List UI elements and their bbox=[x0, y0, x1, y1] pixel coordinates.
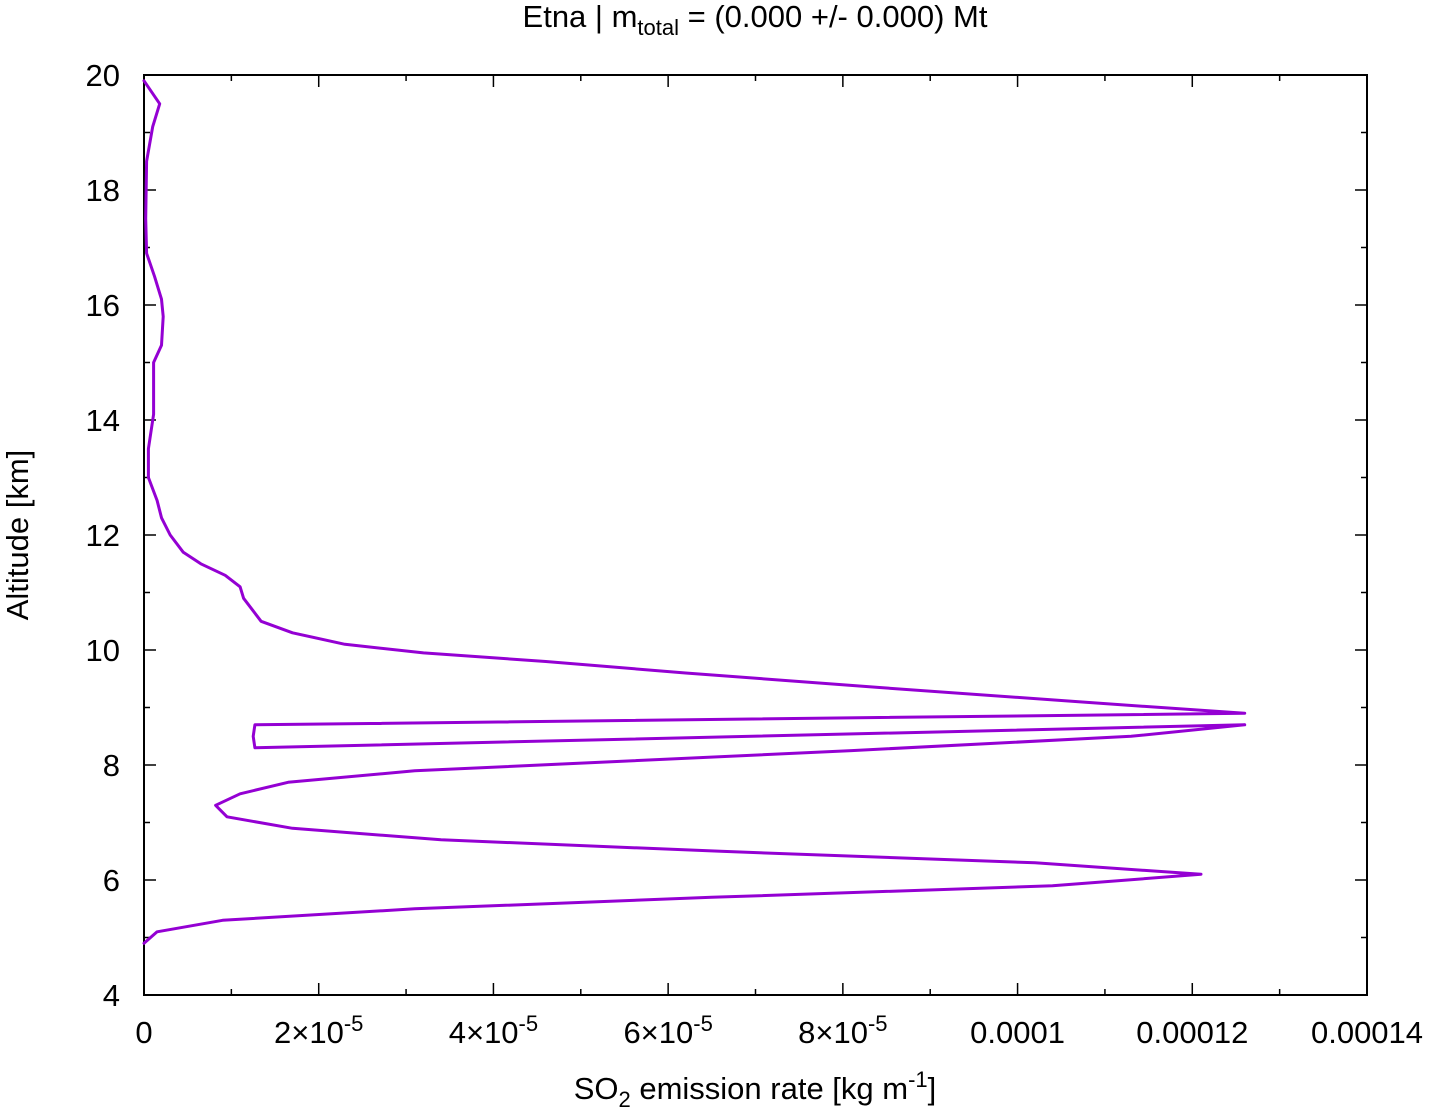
x-tick-label: 4×10-5 bbox=[449, 1011, 538, 1050]
x-axis-label: SO2 emission rate [kg m-1] bbox=[574, 1067, 937, 1111]
y-tick-label: 6 bbox=[103, 863, 120, 898]
y-tick-label: 18 bbox=[86, 173, 120, 208]
chart-title-prefix: Etna | m bbox=[523, 0, 638, 34]
plot-frame bbox=[143, 74, 1368, 996]
y-tick-label: 20 bbox=[86, 58, 120, 93]
x-tick-label: 0 bbox=[135, 1015, 152, 1050]
x-tick-label: 0.00012 bbox=[1136, 1015, 1248, 1050]
y-tick-label: 10 bbox=[86, 633, 120, 668]
series-line bbox=[142, 79, 1247, 945]
x-tick-label: 2×10-5 bbox=[274, 1011, 363, 1050]
y-tick-label: 4 bbox=[103, 978, 120, 1013]
x-axis-label-suffix: ] bbox=[928, 1071, 937, 1106]
chart-title-subscript: total bbox=[637, 15, 679, 40]
y-tick-label: 12 bbox=[86, 518, 120, 553]
x-axis-label-subscript: 2 bbox=[618, 1087, 630, 1111]
y-tick-label: 14 bbox=[86, 403, 120, 438]
y-tick-label: 16 bbox=[86, 288, 120, 323]
x-axis-label-prefix: SO bbox=[574, 1071, 619, 1106]
x-tick-label: 0.00014 bbox=[1311, 1015, 1423, 1050]
chart-title: Etna | mtotal = (0.000 +/- 0.000) Mt bbox=[523, 0, 988, 40]
x-tick-label: 6×10-5 bbox=[623, 1011, 712, 1050]
x-axis-label-superscript: -1 bbox=[908, 1067, 928, 1092]
y-axis-ticks: 4 6 8 10 12 14 16 18 20 bbox=[86, 58, 1367, 1013]
y-tick-label: 8 bbox=[103, 748, 120, 783]
x-tick-label: 8×10-5 bbox=[798, 1011, 887, 1050]
x-tick-label: 0.0001 bbox=[970, 1015, 1065, 1050]
y-axis-label: Altitude [km] bbox=[0, 450, 35, 621]
x-axis-ticks: 0 2×10-5 4×10-5 6×10-5 8×10-5 0.0001 0.00012 0.… bbox=[135, 75, 1423, 1050]
x-axis-label-middle: emission rate [kg m bbox=[631, 1071, 908, 1106]
chart-title-suffix: = (0.000 +/- 0.000) Mt bbox=[679, 0, 988, 34]
